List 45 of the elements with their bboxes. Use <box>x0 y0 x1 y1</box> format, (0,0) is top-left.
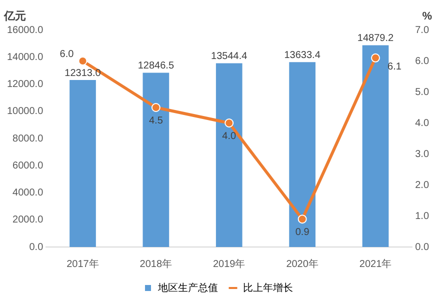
y2-tick-label: 7.0 <box>415 24 430 36</box>
y2-tick-label: 0.0 <box>415 242 430 253</box>
data-label: 13633.4 <box>284 50 321 61</box>
y-tick-label: 8000.0 <box>12 133 44 144</box>
y-tick-label: 2000.0 <box>12 214 44 226</box>
data-label: 12313.0 <box>64 68 102 79</box>
point <box>78 56 88 66</box>
data-label: 6.0 <box>60 48 74 60</box>
y-tick-label: 14000.0 <box>6 52 44 63</box>
x-tick-label: 2020年 <box>286 258 318 270</box>
x-tick-label: 2018年 <box>140 258 172 270</box>
bar <box>216 63 242 247</box>
y-tick-label: 16000.0 <box>6 24 44 36</box>
y2-tick-label: 3.0 <box>415 148 430 160</box>
y2-axis-title: % <box>422 10 432 23</box>
y-tick-label: 10000.0 <box>6 106 44 118</box>
legend-label: 地区生产总值 <box>157 282 218 294</box>
y-axis-title: 亿元 <box>3 10 26 23</box>
y2-tick-label: 1.0 <box>415 210 430 222</box>
y-tick-label: 4000.0 <box>12 188 44 198</box>
legend-label: 比上年增长 <box>243 282 293 294</box>
bar <box>70 80 96 247</box>
bar <box>289 62 316 247</box>
x-tick-label: 2017年 <box>66 258 99 270</box>
y2-tick-label: 5.0 <box>415 86 430 98</box>
bar <box>142 72 170 247</box>
x-tick-label: 2021年 <box>359 258 392 270</box>
y-tick-label: 0.0 <box>29 242 44 253</box>
y2-tick-label: 4.0 <box>415 118 430 129</box>
bar <box>362 45 389 247</box>
y-tick-label: 12000.0 <box>6 79 44 90</box>
point <box>371 53 380 62</box>
point <box>151 103 160 112</box>
point <box>224 118 234 128</box>
y2-tick-label: 6.0 <box>415 56 430 67</box>
data-label: 0.9 <box>295 226 310 238</box>
x-tick-label: 2019年 <box>213 258 246 270</box>
data-label: 4.0 <box>222 130 237 142</box>
point <box>298 214 307 224</box>
y2-tick-label: 2.0 <box>415 180 430 191</box>
data-label: 12846.5 <box>138 60 174 72</box>
data-label: 14879.2 <box>357 32 394 44</box>
data-label: 13544.4 <box>211 51 248 62</box>
y-tick-label: 6000.0 <box>12 160 44 172</box>
data-label: 4.5 <box>148 115 164 126</box>
